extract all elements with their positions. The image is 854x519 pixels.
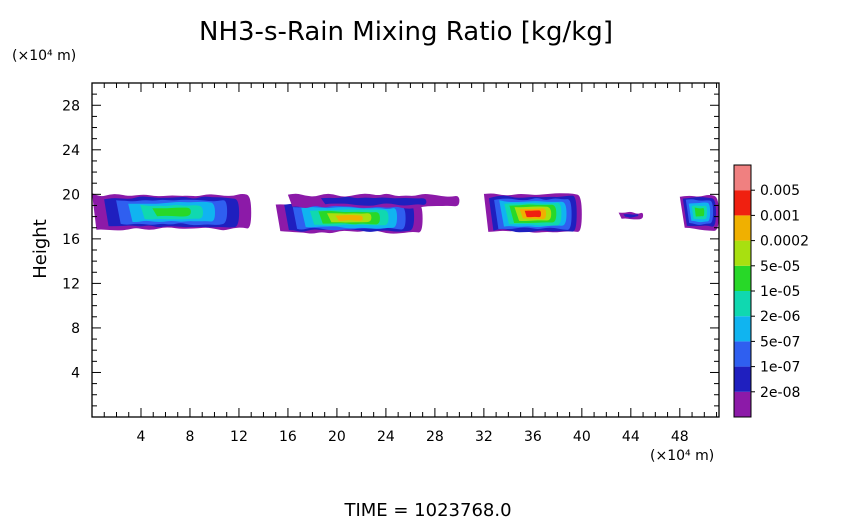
time-label: TIME = 1023768.0: [343, 500, 511, 519]
colorbar-swatch: [734, 366, 751, 392]
colorbar: 2e-08 1e-07 5e-07 2e-06 1e-05 5e-05 0.0002 0.00…: [733, 164, 809, 418]
y-tick-label: 12: [62, 276, 80, 292]
colorbar-label: 5e-07: [760, 334, 800, 350]
x-unit-label: (×10⁴ m): [650, 448, 714, 464]
y-axis-label: Height: [30, 219, 51, 279]
colorbar-swatch: [734, 215, 751, 241]
colorbar-swatch: [734, 341, 751, 367]
y-unit-label: (×10⁴ m): [12, 48, 76, 64]
x-tick-label: 36: [524, 429, 542, 445]
colorbar-swatch: [734, 165, 751, 191]
x-tick-label: 16: [279, 429, 297, 445]
x-tick-label: 4: [137, 429, 146, 445]
field-contour: [524, 210, 541, 218]
field-contour: [152, 207, 191, 217]
colorbar-label: 0.0002: [760, 234, 809, 250]
colorbar-swatch: [734, 240, 751, 266]
field-contour: [623, 214, 639, 218]
x-tick-label: 40: [573, 429, 591, 445]
colorbar-label: 2e-06: [760, 309, 800, 325]
colorbar-swatch: [734, 316, 751, 342]
colorbar-label: 1e-07: [760, 360, 800, 376]
colorbar-swatch: [734, 391, 751, 417]
y-tick-label: 4: [71, 365, 80, 381]
colorbar-swatch: [734, 291, 751, 317]
chart-title: NH3-s-Rain Mixing Ratio [kg/kg]: [199, 17, 613, 47]
plot-frame: [91, 82, 720, 418]
y-tick-label: 8: [71, 321, 80, 337]
y-axis: 4 8 12 16 20 24 28: [62, 93, 719, 407]
field-contour: [694, 207, 705, 217]
y-tick-label: 20: [62, 187, 80, 203]
y-tick-label: 16: [62, 232, 80, 248]
data-field: [92, 193, 719, 234]
colorbar-label: 5e-05: [760, 259, 800, 275]
colorbar-label: 1e-05: [760, 284, 800, 300]
x-tick-label: 28: [426, 429, 444, 445]
y-tick-label: 24: [62, 143, 80, 159]
x-tick-label: 32: [475, 429, 493, 445]
x-tick-label: 44: [622, 429, 640, 445]
x-tick-label: 20: [328, 429, 346, 445]
colorbar-label: 0.005: [760, 183, 800, 199]
x-tick-label: 12: [230, 429, 248, 445]
y-tick-label: 28: [62, 98, 80, 114]
colorbar-swatch: [734, 190, 751, 216]
colorbar-label: 2e-08: [760, 385, 800, 401]
colorbar-label: 0.001: [760, 208, 800, 224]
field-contour: [335, 215, 363, 221]
x-tick-label: 8: [186, 429, 195, 445]
x-tick-label: 24: [377, 429, 395, 445]
field-contour: [320, 196, 427, 206]
x-axis: 4 8 12 16 20 24 28 32 36 40 44 48: [103, 83, 718, 445]
colorbar-swatch: [734, 265, 751, 291]
x-tick-label: 48: [671, 429, 689, 445]
